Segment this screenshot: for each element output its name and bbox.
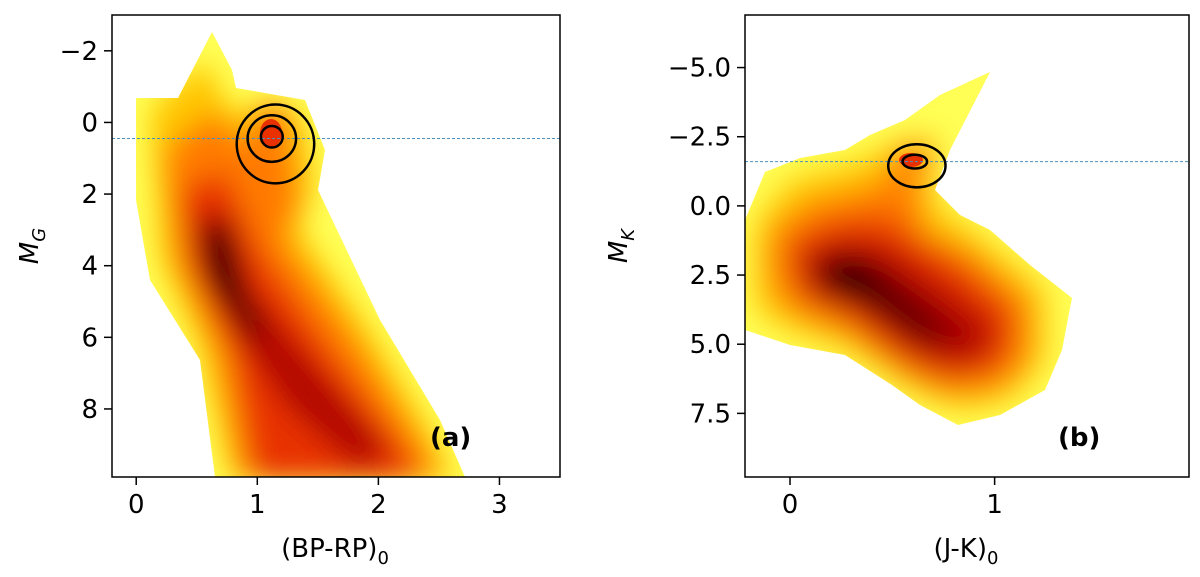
panel-a-density-peak <box>212 227 236 303</box>
panel-a-frame <box>111 14 561 478</box>
panel-a-y-tick-label: 2 <box>81 180 98 210</box>
panel-a-x-axis-label-main: (BP-RP) <box>281 534 377 564</box>
panel-a-x-axis-label: (BP-RP)0 <box>281 534 389 569</box>
panel-b-y-tick-label: 0.0 <box>690 192 731 222</box>
panel-b-x-axis-label-sub: 0 <box>987 548 998 569</box>
panel-b-y-axis-label: MK <box>604 228 639 263</box>
panel-a-y-axis-label-sub: G <box>29 228 50 242</box>
panel-a-contour-inner <box>259 124 284 149</box>
panel-a-density-level3 <box>180 170 420 477</box>
panel-b-x-tick-label: 1 <box>986 490 1003 520</box>
panel-a-y-axis-label: MG <box>15 228 50 264</box>
panel-a-x-tick-label: 3 <box>491 490 508 520</box>
panel-a-y-axis-label-main: M <box>15 242 45 264</box>
panel-a-contours <box>235 103 316 185</box>
panel-b-y-tick-label: −2.5 <box>668 123 731 153</box>
panel-a-contour-middle <box>246 114 298 164</box>
panel-a-y-tick-label: 4 <box>81 252 98 282</box>
panel-a-x-tick-label: 1 <box>249 490 266 520</box>
panel-a-x-ticks: 0 1 2 3 <box>128 477 508 520</box>
panel-a-x-axis-label-sub: 0 <box>377 548 388 569</box>
panel-b-y-tick-label: −5.0 <box>668 54 731 84</box>
panel-b-density-peak <box>818 262 878 298</box>
panel-b-contour-inner <box>901 153 929 170</box>
panel-a-y-tick-label: −2 <box>60 37 98 67</box>
panel-a-contour-outer <box>235 103 316 185</box>
panel-a-density-level4 <box>195 210 390 470</box>
panel-b-contour-outer <box>886 142 947 189</box>
panel-b-x-tick-label: 0 <box>782 490 799 520</box>
panel-b-x-axis-label-main: (J-K) <box>934 534 987 564</box>
panel-a-y-ticks: −2 0 2 4 6 8 <box>60 37 112 425</box>
panel-a-y-tick-label: 0 <box>81 108 98 138</box>
panel-b-label: (b) <box>1058 423 1100 453</box>
panel-b-y-axis-label-main: M <box>604 241 634 263</box>
panel-a-label: (a) <box>430 423 471 453</box>
panel-b-y-ticks: −5.0 −2.5 0.0 2.5 5.0 7.5 <box>668 54 745 429</box>
panel-a-x-tick-label: 2 <box>370 490 387 520</box>
panel-b-contours <box>886 142 947 189</box>
panel-b-y-tick-label: 2.5 <box>690 261 731 291</box>
panel-b-frame <box>744 14 1190 478</box>
panel-b-y-tick-label: 5.0 <box>690 330 731 360</box>
panel-a-x-tick-label: 0 <box>128 490 145 520</box>
panel-a-y-tick-label: 8 <box>81 395 98 425</box>
panel-b-y-axis-label-sub: K <box>618 228 639 241</box>
panel-b-x-axis-label: (J-K)0 <box>934 534 999 569</box>
panel-a-y-tick-label: 6 <box>81 323 98 353</box>
panel-b-y-tick-label: 7.5 <box>690 399 731 429</box>
